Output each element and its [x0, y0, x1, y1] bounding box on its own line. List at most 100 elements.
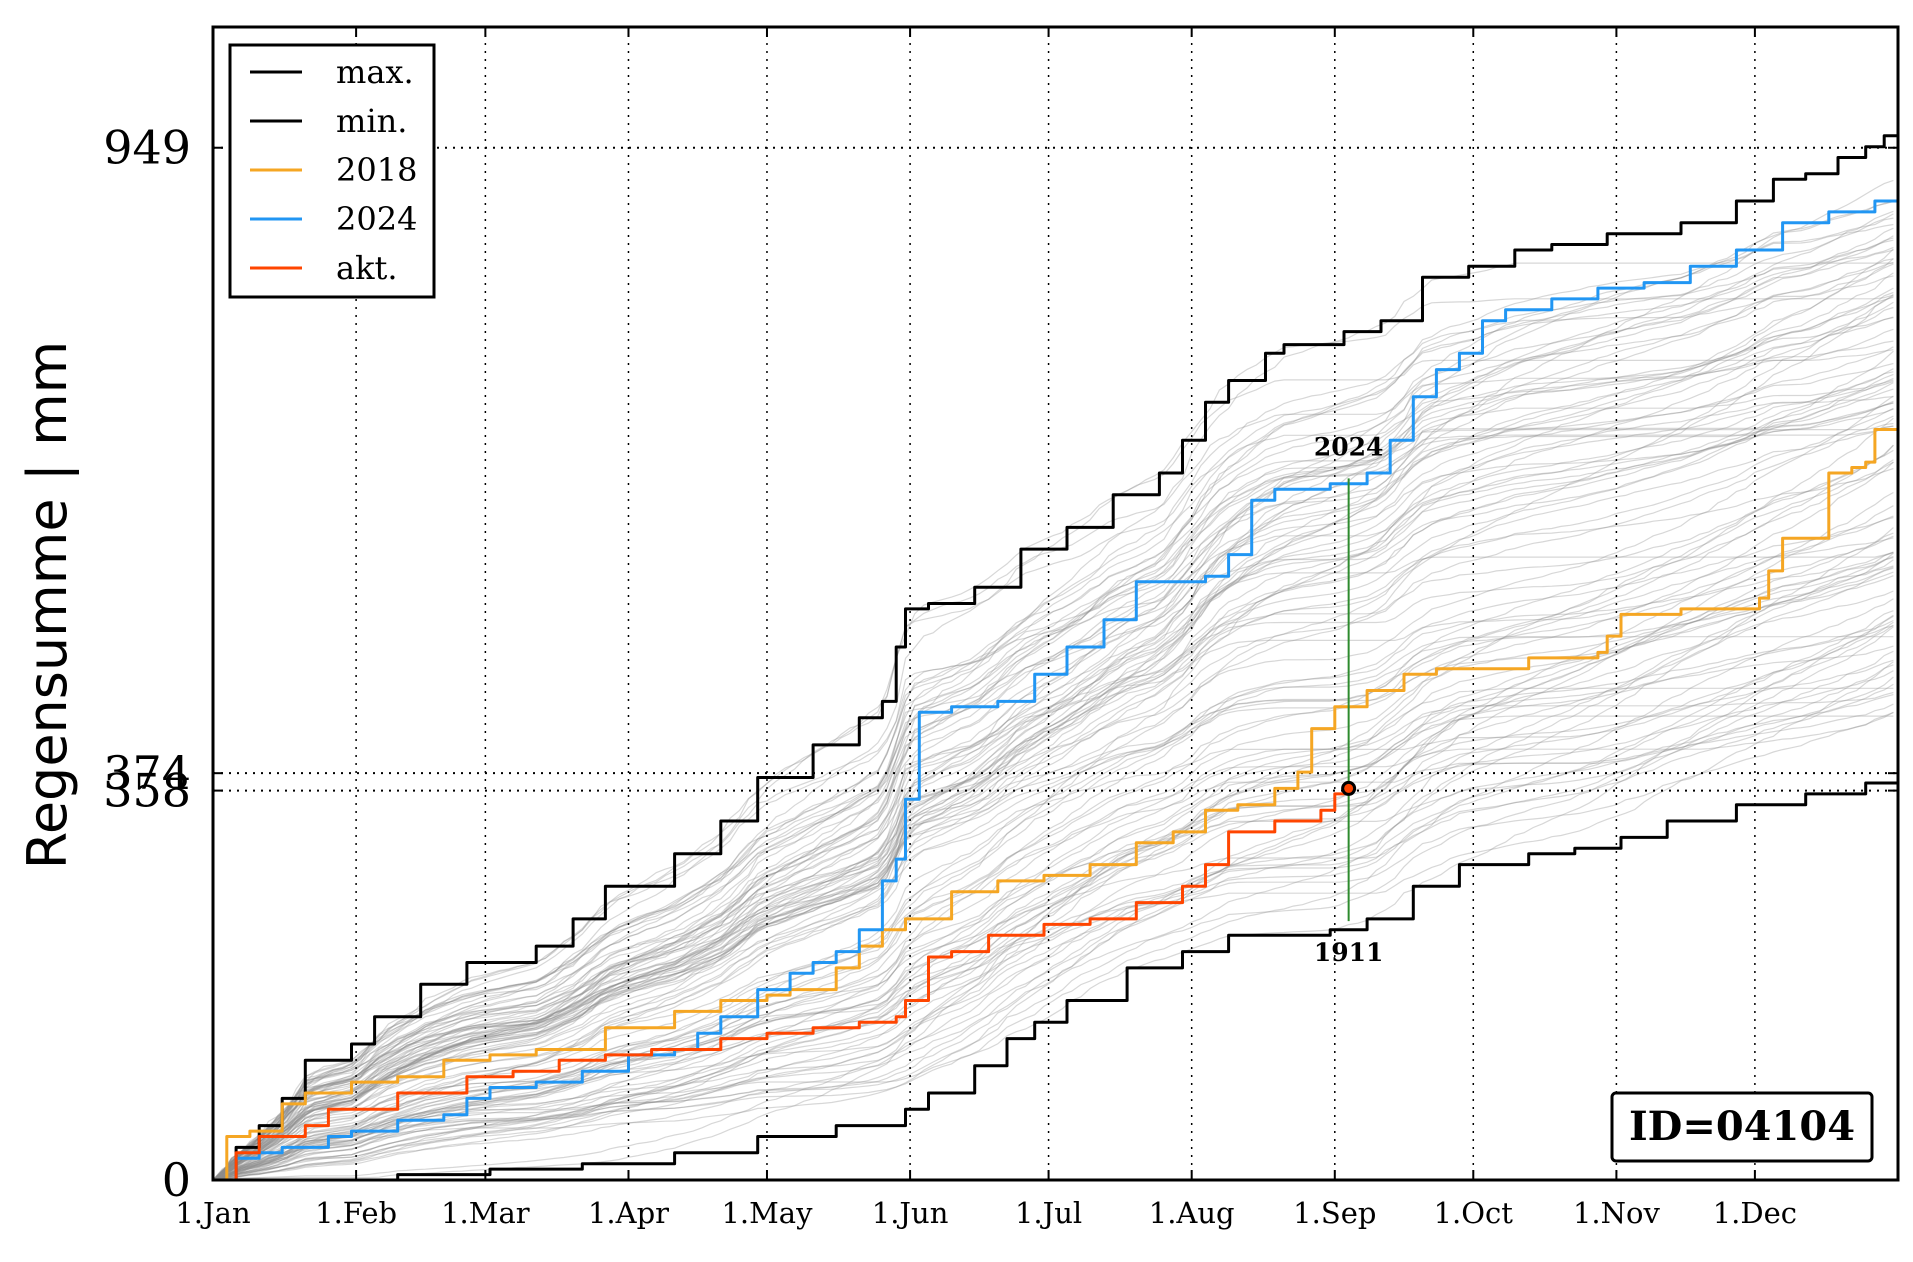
current-point-marker — [1341, 780, 1357, 796]
background-year-line — [212, 715, 1894, 1181]
background-year-line — [212, 703, 1894, 1181]
background-year-line — [212, 527, 1894, 1181]
background-year-line — [212, 670, 1894, 1181]
y-tick-label: 949 — [103, 121, 191, 175]
background-year-line — [212, 556, 1894, 1181]
background-year-line — [212, 417, 1894, 1181]
background-year-line — [212, 272, 1894, 1181]
x-tick-label: 1.Aug — [1149, 1196, 1235, 1230]
background-year-line — [212, 590, 1894, 1181]
x-tick-label: 1.Jul — [1015, 1196, 1082, 1230]
background-year-line — [212, 444, 1894, 1181]
background-year-line — [212, 537, 1894, 1181]
background-year-line — [212, 248, 1894, 1181]
background-year-line — [212, 551, 1894, 1181]
background-year-line — [212, 371, 1894, 1181]
y-tick-label: 358 — [103, 764, 191, 818]
background-year-line — [212, 239, 1894, 1181]
background-year-line — [212, 296, 1894, 1181]
background-year-line — [212, 415, 1894, 1181]
background-year-line — [212, 625, 1894, 1181]
background-year-line — [212, 217, 1894, 1181]
background-year-line — [212, 402, 1894, 1181]
reference-lines — [213, 146, 1898, 792]
y-tick-label: 0 — [162, 1153, 191, 1207]
background-year-line — [212, 459, 1894, 1181]
background-year-line — [212, 567, 1894, 1181]
background-year-line — [212, 551, 1894, 1181]
background-year-line — [212, 350, 1894, 1181]
background-year-line — [212, 621, 1894, 1181]
x-tick-label: 1.Feb — [315, 1196, 397, 1230]
background-year-line — [212, 388, 1894, 1181]
legend-label: 2024 — [336, 200, 417, 238]
background-year-line — [212, 373, 1894, 1181]
background-year-line — [212, 377, 1894, 1181]
series-line-2024 — [213, 199, 1898, 1182]
legend: max. min. 2018 2024 akt. — [228, 43, 436, 299]
background-year-line — [212, 650, 1894, 1181]
background-year-line — [212, 328, 1894, 1181]
y-axis-label: Regensumme | mm — [16, 341, 79, 870]
series-line-akt — [213, 786, 1349, 1182]
plot-frame — [211, 25, 1900, 1182]
y-tick-label: 374 — [103, 746, 191, 800]
background-year-line — [212, 223, 1894, 1181]
id-box-frame — [1610, 1091, 1874, 1163]
background-year-line — [212, 691, 1894, 1181]
background-year-line — [212, 179, 1894, 1181]
background-year-line — [212, 565, 1894, 1181]
background-year-line — [212, 227, 1894, 1181]
background-year-line — [212, 249, 1894, 1181]
legend-label: min. — [336, 102, 407, 140]
background-year-line — [212, 645, 1894, 1181]
background-year-line — [212, 301, 1894, 1181]
background-year-line — [212, 294, 1894, 1181]
background-year-line — [212, 575, 1894, 1181]
id-box: ID=04104 — [1610, 1091, 1874, 1163]
background-year-line — [212, 425, 1894, 1181]
background-year-line — [212, 263, 1894, 1181]
legend-label: 2018 — [336, 151, 417, 189]
background-year-line — [212, 711, 1894, 1181]
background-year-line — [212, 461, 1894, 1181]
background-year-line — [212, 491, 1894, 1181]
background-year-line — [212, 422, 1894, 1181]
background-year-line — [212, 306, 1894, 1181]
background-year-line — [212, 555, 1894, 1181]
background-year-line — [212, 287, 1894, 1181]
current-marker-layer — [1341, 478, 1357, 922]
series-line-max — [213, 130, 1900, 1182]
annotation-2024: 2024 — [1314, 432, 1384, 461]
grid-lines — [355, 27, 1756, 1180]
legend-label: max. — [336, 53, 414, 91]
background-year-line — [212, 210, 1894, 1181]
background-year-line — [212, 515, 1894, 1181]
x-tick-label: 1.Apr — [588, 1196, 669, 1230]
background-year-line — [212, 291, 1894, 1181]
background-year-line — [212, 400, 1894, 1181]
background-year-line — [212, 316, 1894, 1181]
background-year-line — [212, 624, 1894, 1181]
background-year-line — [212, 407, 1894, 1181]
background-year-line — [212, 346, 1894, 1181]
background-year-line — [212, 676, 1894, 1181]
x-tick-label: 1.Nov — [1573, 1196, 1661, 1230]
background-year-line — [212, 694, 1894, 1181]
background-year-line — [212, 246, 1894, 1181]
background-year-line — [212, 402, 1894, 1181]
background-year-line — [212, 275, 1894, 1181]
background-year-line — [212, 444, 1894, 1181]
annotations: 2024 1911 — [1314, 432, 1384, 967]
background-year-line — [212, 349, 1894, 1181]
background-year-line — [212, 659, 1894, 1181]
background-year-line — [212, 261, 1894, 1181]
x-tick-label: 1.May — [721, 1196, 813, 1230]
background-year-line — [212, 237, 1894, 1181]
axis-ticks — [212, 27, 1898, 1181]
background-year-line — [212, 396, 1894, 1181]
x-tick-label: 1.Jun — [872, 1196, 949, 1230]
x-tick-label: 1.Mar — [441, 1196, 530, 1230]
x-tick-label: 1.Sep — [1293, 1196, 1376, 1230]
